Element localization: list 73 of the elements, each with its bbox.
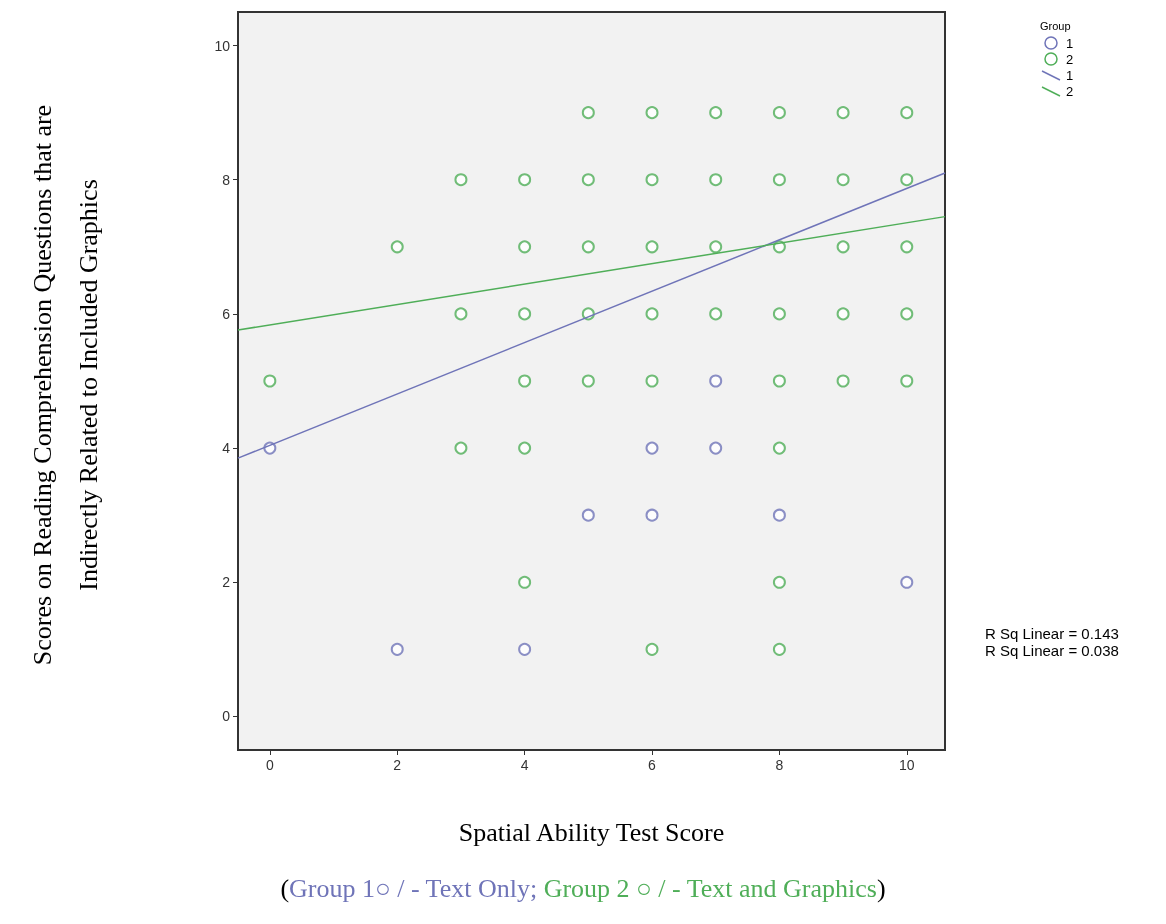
point [645, 508, 659, 522]
x-tick-label: 8 [775, 757, 784, 773]
point [709, 374, 723, 388]
point [836, 307, 850, 321]
point [645, 173, 659, 187]
text: R Sq Linear = 0.038 [985, 642, 1119, 659]
point [772, 642, 786, 656]
legend-label: 1 [1066, 35, 1074, 51]
point [709, 106, 723, 120]
point [263, 374, 277, 388]
point [836, 106, 850, 120]
point [709, 307, 723, 321]
point [454, 307, 468, 321]
x-tick-label: 6 [648, 757, 657, 773]
point [518, 575, 532, 589]
y-tick-label: 10 [214, 37, 231, 54]
legend-title: Group [1040, 20, 1072, 32]
point [581, 106, 595, 120]
point [836, 173, 850, 187]
text: (Group 1○ / - Text Only; Group 2 ○ / - Text and Graphics) [280, 874, 886, 903]
point [390, 642, 404, 656]
point [772, 173, 786, 187]
point [581, 240, 595, 254]
point [581, 173, 595, 187]
point [772, 508, 786, 522]
x-tick-label: 0 [265, 757, 274, 773]
point [836, 240, 850, 254]
point [709, 441, 723, 455]
point [645, 106, 659, 120]
x-tick-label: 4 [520, 757, 529, 773]
text: R Sq Linear = 0.143 [985, 625, 1119, 642]
legend-label: 2 [1066, 51, 1074, 67]
point [709, 173, 723, 187]
point [772, 575, 786, 589]
point [518, 240, 532, 254]
point [772, 106, 786, 120]
x-axis-title: Spatial Ability Test Score [457, 818, 726, 848]
point [454, 441, 468, 455]
y-tick-label: 0 [222, 708, 231, 725]
legend-label: 1 [1066, 67, 1074, 83]
x-tick-label: 2 [393, 757, 402, 773]
y-tick-label: 8 [222, 171, 231, 188]
point [645, 307, 659, 321]
point [900, 374, 914, 388]
point [581, 508, 595, 522]
point [518, 642, 532, 656]
point [900, 173, 914, 187]
point [645, 374, 659, 388]
point [645, 441, 659, 455]
point [772, 374, 786, 388]
x-tick-label: 10 [898, 757, 915, 773]
y-tick-label: 2 [222, 574, 231, 591]
point [772, 441, 786, 455]
legend-label: 2 [1066, 83, 1074, 99]
point [709, 240, 723, 254]
y-axis-title: Scores on Reading Comprehension Questions that are Indirectly Related to Included Graphics [27, 103, 104, 668]
point [518, 374, 532, 388]
point [518, 173, 532, 187]
y-tick-label: 4 [222, 440, 231, 457]
point [581, 374, 595, 388]
point [900, 575, 914, 589]
point [518, 307, 532, 321]
point [900, 307, 914, 321]
point [390, 240, 404, 254]
point [900, 106, 914, 120]
point [645, 642, 659, 656]
point [645, 240, 659, 254]
y-tick-label: 6 [222, 305, 231, 322]
point [900, 240, 914, 254]
point [836, 374, 850, 388]
point [518, 441, 532, 455]
point [454, 173, 468, 187]
point [772, 307, 786, 321]
